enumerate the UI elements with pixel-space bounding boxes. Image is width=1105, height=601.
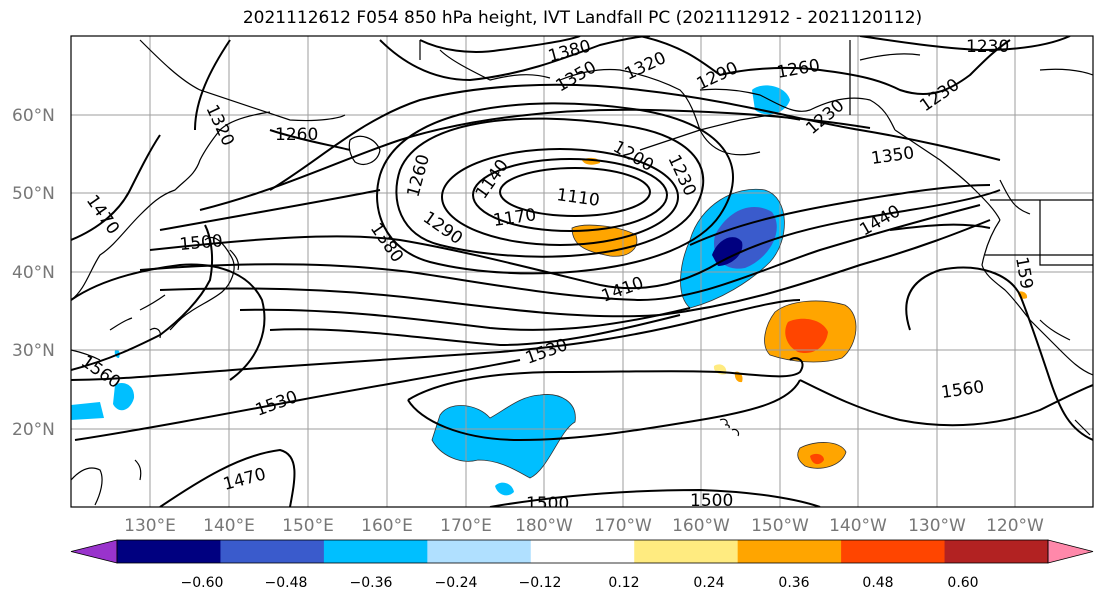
colorbar-segment [323,540,428,563]
colorbar-tick-label: 0.24 [693,575,724,591]
ivt-negative-region [495,482,514,496]
ivt-negative-region [71,402,104,420]
contour-label: 1260 [275,125,318,145]
ivt-positive-region [810,453,824,465]
colorbar-segment [634,540,739,563]
colorbar-tick-label: −0.48 [265,575,308,591]
contour-label: 1500 [690,491,733,511]
ivt-contours [431,188,857,479]
contour-label: 1230 [966,37,1009,57]
colorbar-tick-label: −0.24 [435,575,478,591]
colorbar-tick-label: −0.36 [350,575,393,591]
ivt-negative-region [432,394,576,478]
lon-label: 130°E [124,516,176,536]
lon-label: 130°W [908,516,966,536]
colorbar-tick-label: 0.36 [778,575,809,591]
colorbar [70,539,1094,564]
colorbar-tick-label: −0.12 [519,575,562,591]
lat-label: 30°N [12,341,55,361]
ivt-negative-region [113,382,135,411]
lon-label: 160°W [672,516,730,536]
contour-label: 1500 [526,494,569,514]
map-frame [70,35,1094,508]
colorbar-tick-label: 0.48 [862,575,893,591]
colorbar-ticks: −0.60 −0.48 −0.36 −0.24 −0.12 0.12 0.24 … [181,575,979,591]
lon-label: 150°W [751,516,809,536]
longitude-labels: 130°E 140°E 150°E 160°E 170°E 180°W 170°… [124,516,1044,536]
ivt-shading [71,85,1028,496]
lat-label: 20°N [12,420,55,440]
map-title: 2021112612 F054 850 hPa height, IVT Land… [242,8,923,28]
colorbar-segment [737,540,842,563]
height-contours [71,36,1093,507]
ivt-negative-region [712,237,743,266]
lon-label: 170°W [594,516,652,536]
lon-label: 170°E [440,516,492,536]
colorbar-segment [427,540,532,563]
lon-label: 160°E [361,516,413,536]
colorbar-outline [116,539,1049,564]
lon-label: 140°W [829,516,887,536]
colorbar-segment [220,540,325,563]
ivt-positive-region [797,442,846,469]
latitude-labels: 60°N 50°N 40°N 30°N 20°N [12,106,55,440]
lat-label: 60°N [12,106,55,126]
colorbar-tick-label: −0.60 [181,575,224,591]
colorbar-tick-label: 0.60 [947,575,978,591]
lon-label: 150°E [282,516,334,536]
colorbar-tick-label: 0.12 [608,575,639,591]
colorbar-segment [530,540,635,563]
colorbar-segment [841,540,946,563]
lon-label: 140°E [203,516,255,536]
colorbar-segment [944,540,1049,563]
lon-label: 180°W [515,516,573,536]
lat-label: 40°N [12,263,55,283]
colorbar-extend-right [1047,539,1094,564]
lon-label: 120°W [986,516,1044,536]
ivt-positive-region [785,318,828,354]
colorbar-segment [117,540,221,563]
contour-label: 1500 [179,231,224,255]
lat-label: 50°N [12,184,55,204]
colorbar-extend-left [70,539,118,564]
